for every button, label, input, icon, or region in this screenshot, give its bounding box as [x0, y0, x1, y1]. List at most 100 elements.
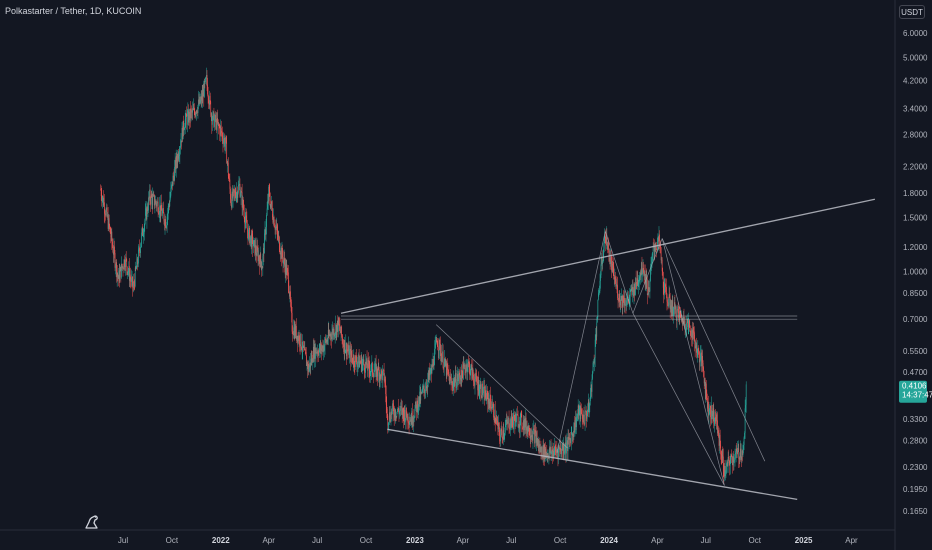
candle-body [432, 359, 434, 367]
candle-body [397, 407, 399, 411]
candle-body [302, 341, 304, 348]
candle-body [141, 227, 143, 233]
candle-body [686, 322, 687, 330]
candle-body [355, 355, 357, 357]
candle-body [285, 263, 287, 275]
candle-body [295, 326, 297, 336]
candle-body [597, 299, 599, 318]
candle-body [639, 276, 641, 278]
candle-body [510, 418, 511, 428]
lower-trendline[interactable] [387, 428, 798, 501]
candle-body [332, 328, 333, 334]
pattern-leg-3[interactable] [632, 238, 663, 314]
candle-body [636, 284, 637, 287]
candle-body [348, 345, 349, 351]
candle-body [169, 199, 171, 207]
candle-body [152, 195, 154, 206]
candle-body [445, 363, 447, 366]
candle-body [624, 298, 626, 306]
candle-body [313, 347, 315, 359]
time-tick-label: 2022 [212, 536, 230, 545]
candle-body [329, 334, 331, 336]
candle-body [587, 410, 589, 414]
candle-body [216, 118, 218, 131]
candle-body [693, 332, 695, 335]
candle-body [316, 352, 318, 354]
candle-body [477, 379, 479, 391]
symbol-title[interactable]: Polkastarter / Tether, 1D, KUCOIN [5, 6, 142, 16]
pattern-leg-2[interactable] [604, 231, 634, 314]
candle-body [334, 334, 335, 337]
candle-body [243, 207, 245, 212]
candle-body [224, 137, 225, 147]
candle-body [594, 339, 596, 358]
candle-body [522, 427, 524, 429]
candle-body [314, 344, 315, 359]
candle-body [255, 245, 257, 253]
candle-body [509, 427, 511, 429]
candle-body [215, 119, 217, 123]
candle-body [362, 362, 364, 364]
candle-body [602, 261, 603, 264]
candle-body [177, 153, 179, 159]
candle-body [362, 359, 364, 363]
candle-body [208, 97, 209, 104]
candle-body [728, 457, 729, 459]
tradingview-logo-icon[interactable] [83, 512, 103, 530]
pattern-leg-5[interactable] [632, 313, 725, 486]
candle-body [186, 116, 188, 125]
candle-body [712, 408, 714, 415]
candle-body [387, 424, 389, 426]
candle-body [548, 452, 550, 459]
candle-body [283, 258, 285, 261]
candle-body [269, 200, 271, 208]
candle-body [563, 451, 565, 454]
candle-body [333, 328, 334, 335]
candle-body [550, 447, 552, 454]
candle-body [125, 256, 127, 267]
candle-body [474, 382, 475, 386]
descending-line-2024[interactable] [661, 238, 766, 462]
candle-body [516, 414, 517, 423]
candle-body [297, 335, 299, 343]
candle-body [640, 272, 641, 277]
upper-trendline[interactable] [340, 198, 876, 314]
candle-body [741, 450, 743, 460]
currency-button[interactable]: USDT [899, 5, 925, 19]
candlestick-series [100, 67, 747, 484]
candle-body [160, 202, 162, 211]
trendline-drawings[interactable] [340, 198, 876, 501]
candle-body [323, 345, 325, 351]
candle-body [647, 294, 649, 295]
candle-body [705, 383, 707, 393]
candle-body [569, 437, 570, 440]
candle-body [185, 112, 187, 120]
candle-body [385, 383, 387, 394]
candle-body [672, 314, 674, 316]
candle-body [586, 415, 588, 419]
pattern-leg-4[interactable] [661, 238, 725, 486]
candle-body [307, 363, 309, 369]
candle-body [619, 293, 620, 302]
candle-body [398, 410, 400, 415]
time-axis[interactable]: Jul Oct 2022 Apr Jul Oct 2023 Apr Jul Oct 2024 Apr J… [118, 536, 858, 545]
price-axis[interactable]: 6.0000 5.0000 4.2000 3.4000 2.8000 2.2000 1.80… [903, 29, 928, 516]
candle-body [264, 229, 266, 234]
candle-body [529, 435, 531, 439]
candle-body [266, 208, 268, 215]
candle-body [125, 256, 127, 260]
candle-body [101, 196, 103, 202]
candle-body [175, 160, 176, 170]
time-tick-label: Jul [312, 536, 322, 545]
candle-body [380, 369, 382, 379]
candle-body [577, 414, 578, 417]
candle-body [204, 81, 205, 98]
candle-body [219, 126, 221, 135]
pattern-leg-1[interactable] [556, 231, 606, 454]
descending-line-2023[interactable] [435, 324, 568, 449]
candle-body [536, 438, 538, 445]
candle-body [588, 402, 590, 414]
candle-body [430, 367, 432, 372]
candle-body [256, 246, 258, 256]
